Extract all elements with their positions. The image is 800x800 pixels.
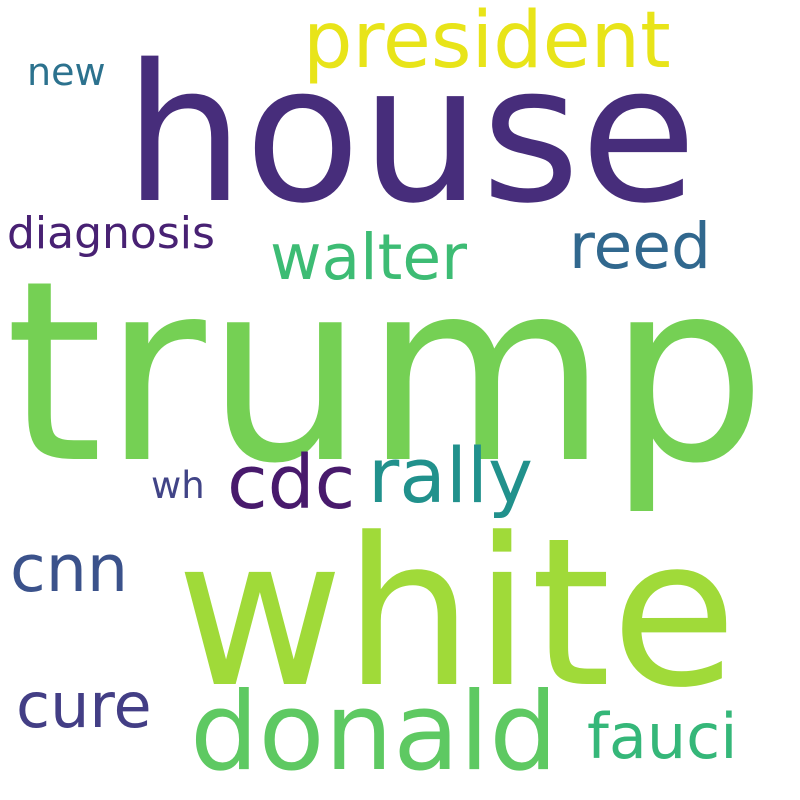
word-rally: rally	[368, 431, 534, 520]
word-cdc: cdc	[227, 440, 356, 526]
word-cure: cure	[16, 669, 152, 742]
word-new: new	[27, 50, 106, 94]
word-wh: wh	[151, 464, 205, 507]
word-president: president	[303, 0, 671, 86]
word-fauci: fauci	[587, 700, 738, 773]
word-white: white	[176, 495, 738, 733]
word-diagnosis: diagnosis	[7, 208, 215, 259]
word-donald: donald	[190, 670, 558, 795]
word-trump: trump	[5, 227, 767, 518]
word-house: house	[124, 24, 697, 245]
word-reed: reed	[569, 210, 712, 283]
word-cnn: cnn	[10, 532, 129, 607]
word-walter: walter	[270, 221, 467, 294]
